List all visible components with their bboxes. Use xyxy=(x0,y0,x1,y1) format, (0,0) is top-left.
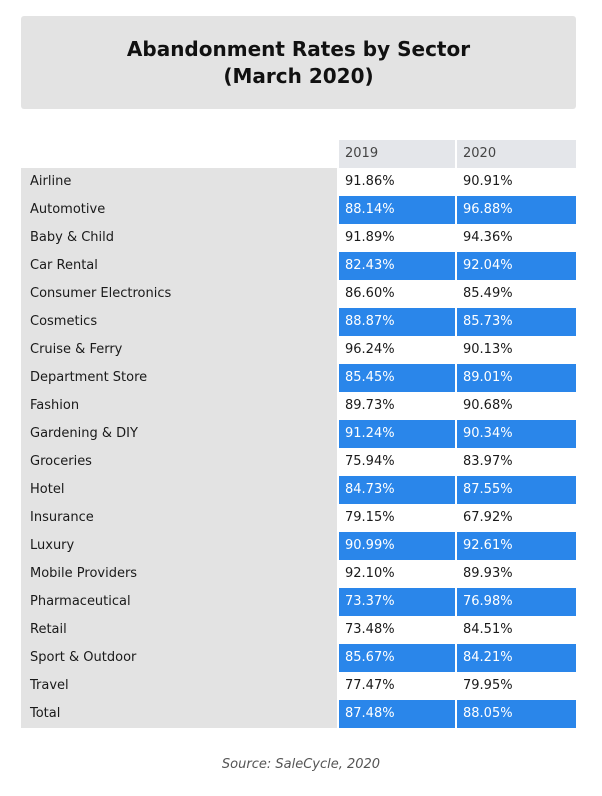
value-2020: 79.95% xyxy=(457,672,576,700)
row-label: Total xyxy=(21,700,337,728)
table-row: Car Rental 82.43% 92.04% xyxy=(21,252,576,280)
value-2019: 91.24% xyxy=(339,420,455,448)
row-label: Fashion xyxy=(21,392,337,420)
value-2019: 84.73% xyxy=(339,476,455,504)
value-2020: 90.68% xyxy=(457,392,576,420)
table-row: Groceries 75.94% 83.97% xyxy=(21,448,576,476)
table-row: Sport & Outdoor 85.67% 84.21% xyxy=(21,644,576,672)
table-row: Total 87.48% 88.05% xyxy=(21,700,576,728)
table-row: Cosmetics 88.87% 85.73% xyxy=(21,308,576,336)
value-2020: 92.61% xyxy=(457,532,576,560)
value-2020: 94.36% xyxy=(457,224,576,252)
row-label: Mobile Providers xyxy=(21,560,337,588)
row-label: Department Store xyxy=(21,364,337,392)
table-row: Hotel 84.73% 87.55% xyxy=(21,476,576,504)
title-box: Abandonment Rates by Sector (March 2020) xyxy=(21,16,576,109)
value-2020: 90.34% xyxy=(457,420,576,448)
value-2020: 89.01% xyxy=(457,364,576,392)
value-2019: 91.89% xyxy=(339,224,455,252)
value-2020: 76.98% xyxy=(457,588,576,616)
value-2020: 89.93% xyxy=(457,560,576,588)
value-2019: 88.87% xyxy=(339,308,455,336)
table-row: Automotive 88.14% 96.88% xyxy=(21,196,576,224)
value-2020: 90.91% xyxy=(457,168,576,196)
value-2019: 73.48% xyxy=(339,616,455,644)
value-2019: 88.14% xyxy=(339,196,455,224)
row-label: Car Rental xyxy=(21,252,337,280)
chart-title: Abandonment Rates by Sector (March 2020) xyxy=(127,36,470,90)
table-row: Airline 91.86% 90.91% xyxy=(21,168,576,196)
value-2020: 85.49% xyxy=(457,280,576,308)
value-2019: 77.47% xyxy=(339,672,455,700)
value-2019: 91.86% xyxy=(339,168,455,196)
row-label: Pharmaceutical xyxy=(21,588,337,616)
column-header-2020: 2020 xyxy=(457,140,576,168)
row-label: Retail xyxy=(21,616,337,644)
row-label: Automotive xyxy=(21,196,337,224)
table-row: Baby & Child 91.89% 94.36% xyxy=(21,224,576,252)
row-label: Consumer Electronics xyxy=(21,280,337,308)
table-row: Gardening & DIY 91.24% 90.34% xyxy=(21,420,576,448)
table-row: Mobile Providers 92.10% 89.93% xyxy=(21,560,576,588)
value-2020: 90.13% xyxy=(457,336,576,364)
value-2019: 79.15% xyxy=(339,504,455,532)
table-row: Consumer Electronics 86.60% 85.49% xyxy=(21,280,576,308)
table-header-row: 2019 2020 xyxy=(21,140,576,168)
row-label: Insurance xyxy=(21,504,337,532)
table-row: Pharmaceutical 73.37% 76.98% xyxy=(21,588,576,616)
value-2020: 84.51% xyxy=(457,616,576,644)
row-label: Baby & Child xyxy=(21,224,337,252)
value-2019: 73.37% xyxy=(339,588,455,616)
row-label: Cosmetics xyxy=(21,308,337,336)
value-2019: 87.48% xyxy=(339,700,455,728)
table-row: Insurance 79.15% 67.92% xyxy=(21,504,576,532)
row-label: Gardening & DIY xyxy=(21,420,337,448)
value-2020: 85.73% xyxy=(457,308,576,336)
value-2019: 82.43% xyxy=(339,252,455,280)
row-label: Cruise & Ferry xyxy=(21,336,337,364)
value-2020: 87.55% xyxy=(457,476,576,504)
value-2019: 89.73% xyxy=(339,392,455,420)
table-row: Department Store 85.45% 89.01% xyxy=(21,364,576,392)
value-2020: 67.92% xyxy=(457,504,576,532)
column-header-2019: 2019 xyxy=(339,140,455,168)
value-2019: 85.45% xyxy=(339,364,455,392)
row-label: Groceries xyxy=(21,448,337,476)
row-label: Airline xyxy=(21,168,337,196)
value-2019: 86.60% xyxy=(339,280,455,308)
row-label: Travel xyxy=(21,672,337,700)
table-row: Luxury 90.99% 92.61% xyxy=(21,532,576,560)
chart-title-line2: (March 2020) xyxy=(223,63,374,88)
table-body: Airline 91.86% 90.91% Automotive 88.14% 96.88… xyxy=(21,168,576,728)
source-note: Source: SaleCycle, 2020 xyxy=(221,757,381,772)
value-2020: 96.88% xyxy=(457,196,576,224)
value-2019: 92.10% xyxy=(339,560,455,588)
row-label: Sport & Outdoor xyxy=(21,644,337,672)
value-2019: 85.67% xyxy=(339,644,455,672)
table-row: Fashion 89.73% 90.68% xyxy=(21,392,576,420)
value-2020: 88.05% xyxy=(457,700,576,728)
row-label: Luxury xyxy=(21,532,337,560)
table-row: Cruise & Ferry 96.24% 90.13% xyxy=(21,336,576,364)
value-2020: 83.97% xyxy=(457,448,576,476)
value-2019: 75.94% xyxy=(339,448,455,476)
value-2019: 90.99% xyxy=(339,532,455,560)
row-label: Hotel xyxy=(21,476,337,504)
value-2020: 84.21% xyxy=(457,644,576,672)
value-2020: 92.04% xyxy=(457,252,576,280)
table-row: Retail 73.48% 84.51% xyxy=(21,616,576,644)
value-2019: 96.24% xyxy=(339,336,455,364)
table-row: Travel 77.47% 79.95% xyxy=(21,672,576,700)
chart-title-line1: Abandonment Rates by Sector xyxy=(126,36,471,61)
header-empty-cell xyxy=(21,140,337,168)
data-table: 2019 2020 Airline 91.86% 90.91% Automotive 8… xyxy=(21,140,576,728)
